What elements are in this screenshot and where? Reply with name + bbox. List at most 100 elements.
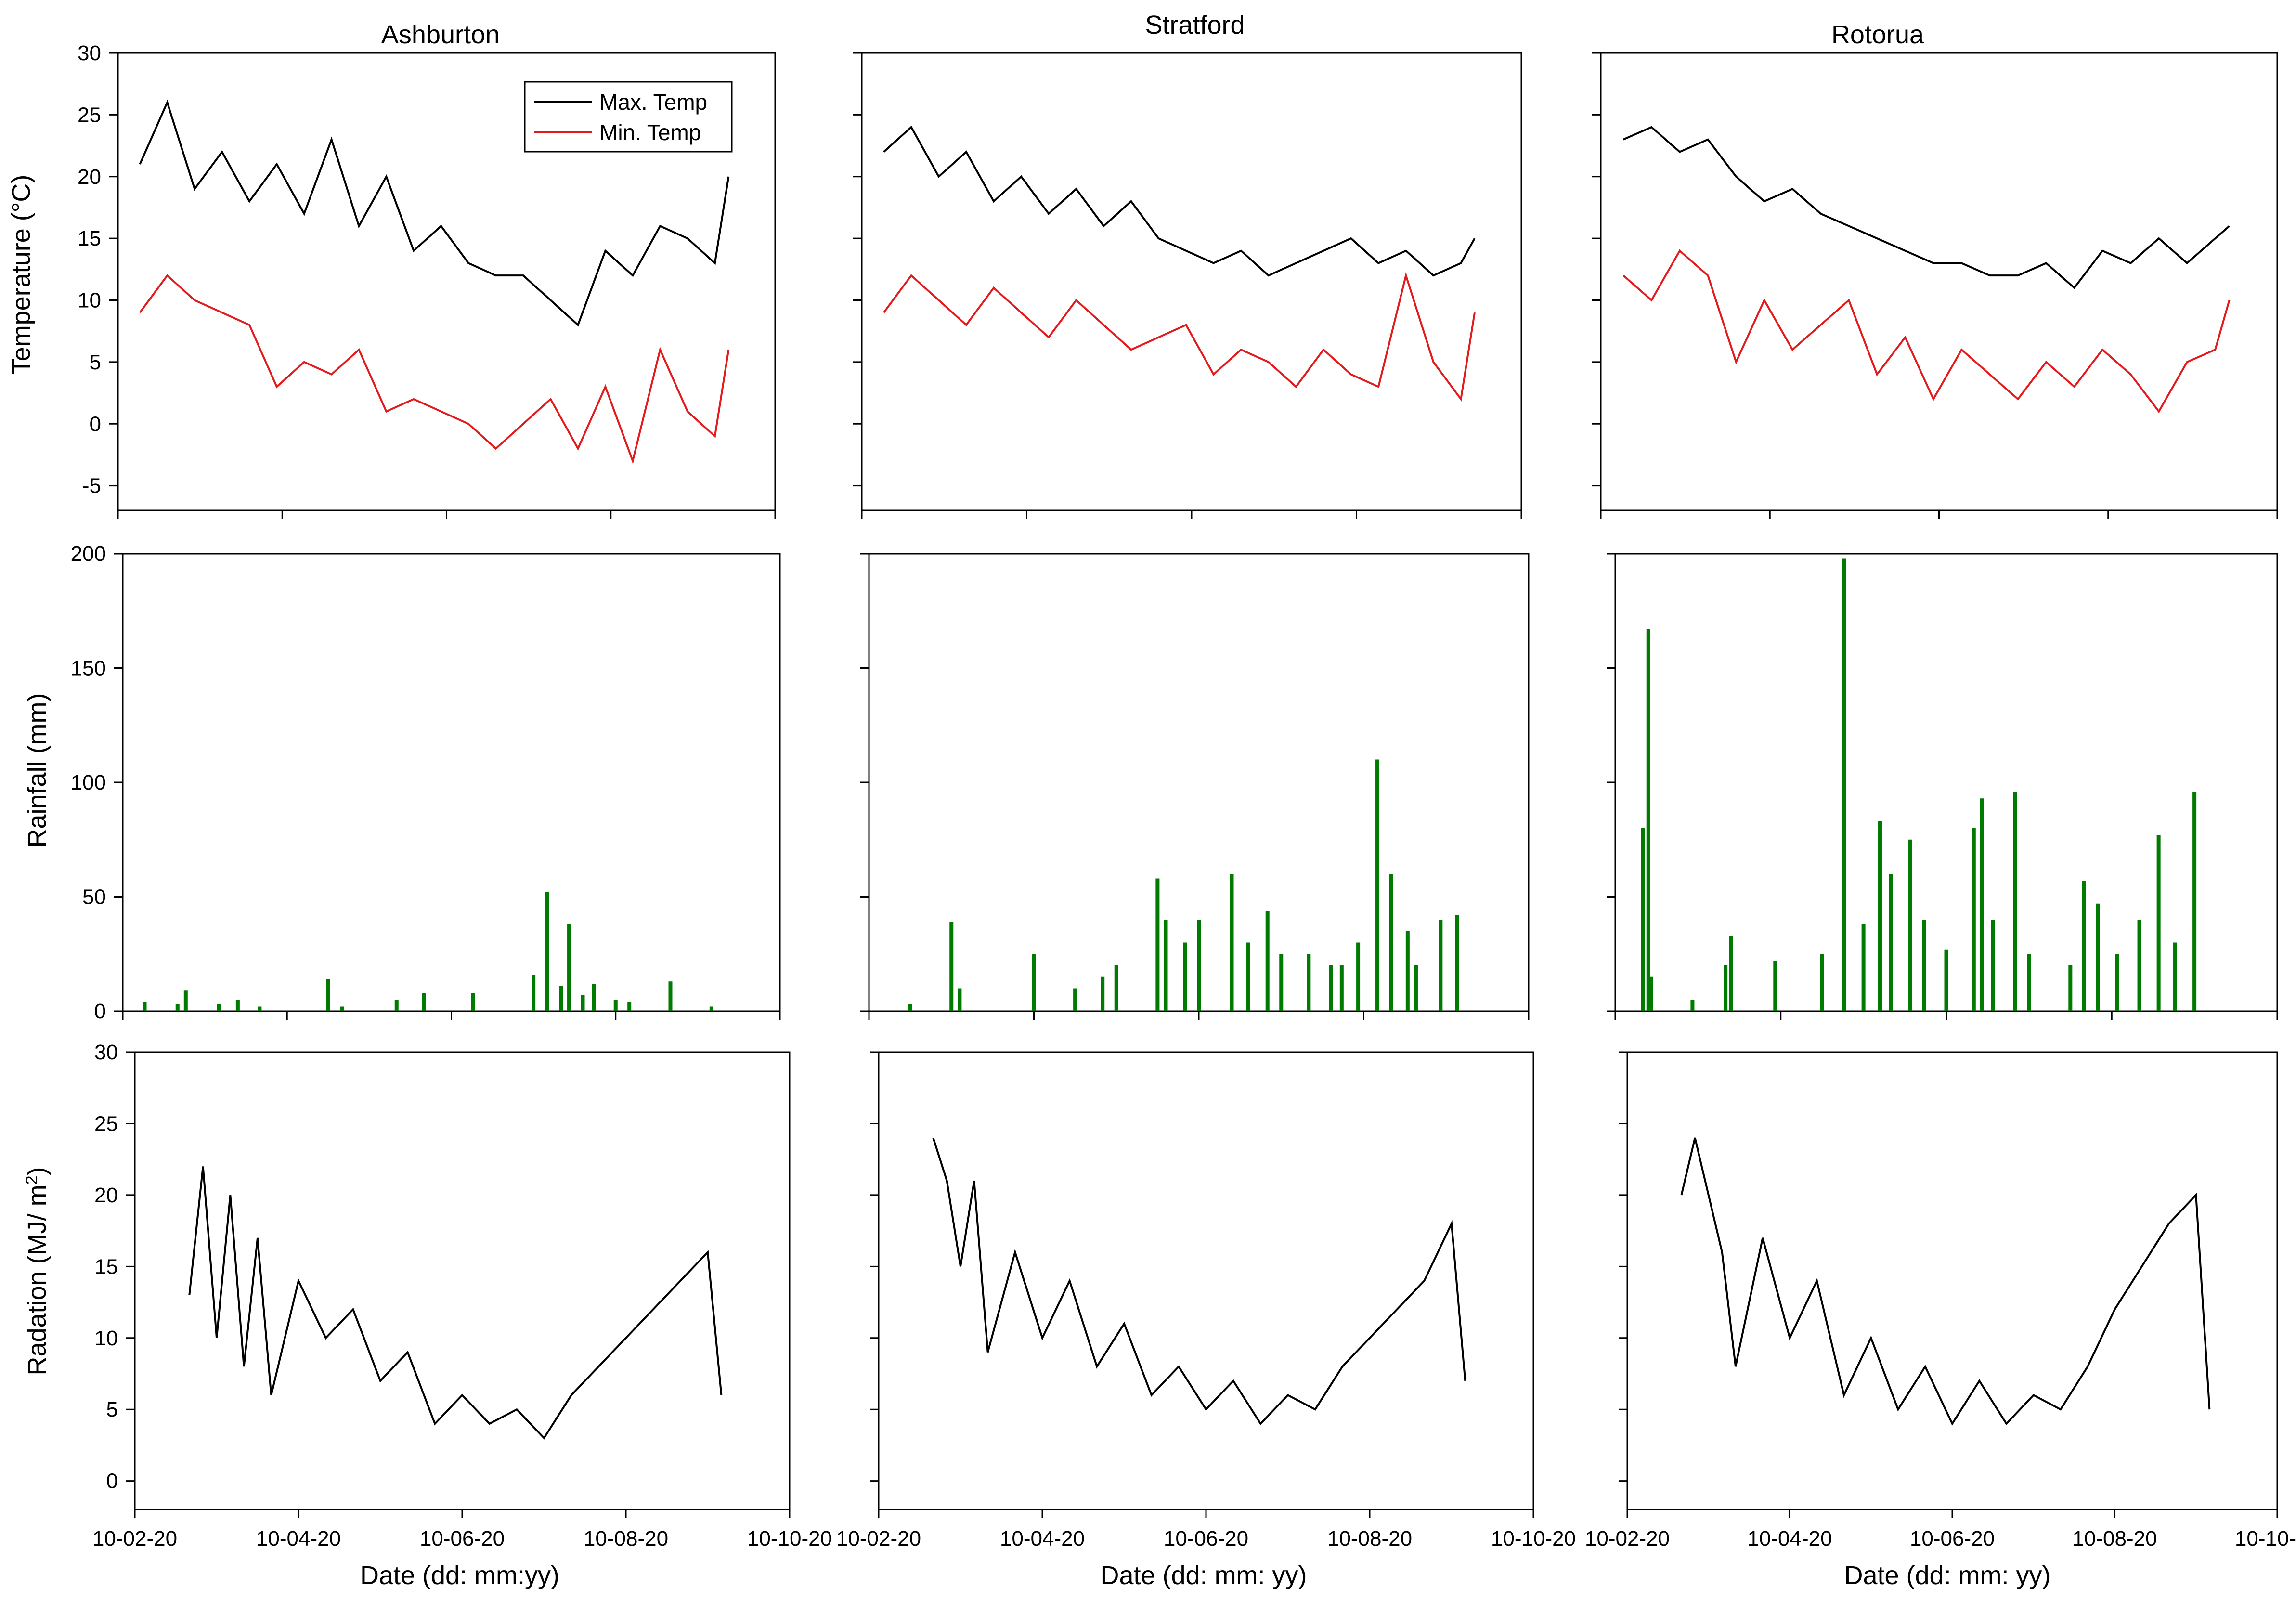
radiation-line [1680,1137,2211,1426]
y-tick-label: 0 [94,1000,106,1023]
rainfall-bar [1279,954,1284,1011]
radiation-line [932,1137,1466,1426]
rainfall-bar [326,979,330,1011]
rainfall-bar [2115,954,2119,1011]
rainfall-bar [1329,965,1333,1011]
rainfall-bar [1641,828,1645,1011]
y-tick-label: 50 [82,885,106,909]
radiation-line [188,1166,723,1440]
legend: Max. Temp Min. Temp [524,81,733,153]
site-title-stratford: Stratford [1145,11,1245,39]
series-line-min-temp [1622,249,2231,414]
rainfall-bar [1073,988,1077,1011]
y-tick-label: 30 [94,1041,118,1064]
plot-frame [1600,52,2278,511]
x-tick-label: 10-04-20 [1000,1527,1085,1550]
x-tick-label: 10-04-20 [1747,1527,1832,1550]
x-tick-label: 10-04-20 [256,1527,341,1550]
y-tick-label: 10 [94,1327,118,1350]
series-line-max-temp [883,125,1476,277]
rainfall-bar [1183,942,1187,1011]
rainfall-bar [532,975,536,1011]
y-tick-label: 20 [78,165,101,189]
y-tick-label: -5 [82,474,101,498]
y-tick-label: 0 [106,1470,118,1493]
temperature-axis-title: Temperature (°C) [7,175,36,375]
x-tick-label: 10-08-20 [1327,1527,1412,1550]
rainfall-axis-title: Rainfall (mm) [23,693,52,847]
rainfall-bar [1991,920,1995,1011]
x-tick-label: 10-06-20 [1164,1527,1248,1550]
panel-radiation-stratford: 10-02-20 10-04-20 10-06-20 10-08-20 10-10-20 [836,1051,1576,1550]
rainfall-bar [1773,961,1777,1011]
y-tick-label: 10 [78,289,101,312]
rainfall-bar [545,892,549,1011]
radiation-axis-title-sup: 2 [23,1175,41,1184]
panel-rainfall-ashburton: 0 50 100 150 200 [71,542,781,1023]
x-tick-label: 10-08-20 [584,1527,668,1550]
rainfall-bar [1197,920,1201,1011]
plot-frame [122,553,781,1012]
series-line-max-temp [1623,126,2230,289]
rainfall-bar [1389,874,1393,1011]
panel-temperature-stratford [853,52,1522,519]
rainfall-bar [1972,828,1976,1011]
y-tick-label: 150 [71,657,106,680]
panel-radiation-rotorua: 10-02-20 10-04-20 10-06-20 10-08-20 10-10-20 [1585,1051,2296,1550]
y-tick-label: 30 [78,41,101,65]
rainfall-bar [1861,924,1866,1011]
rainfall-bar [949,922,954,1011]
x-tick-label: 10-10-20 [2235,1527,2296,1550]
rainfall-bar [1944,949,1948,1011]
rainfall-bar [2192,792,2197,1011]
xaxis-title-ashburton: Date (dd: mm:yy) [360,1561,559,1590]
plot-frame [861,52,1522,511]
panel-temperature-rotorua [1592,52,2278,519]
rainfall-bar [2027,954,2031,1011]
rainfall-bar [613,1000,618,1011]
rainfall-bar [1032,954,1036,1011]
rainfall-bar [627,1002,632,1011]
rainfall-bar [1405,931,1410,1011]
rainfall-bar [2137,920,2141,1011]
y-tick-label: 200 [71,542,106,566]
legend-box [524,81,733,153]
rainfall-bar [1908,839,1913,1011]
rainfall-bar [709,1006,713,1011]
rainfall-bar [1878,821,1882,1011]
rainfall-bar [1980,798,1984,1011]
y-tick-label: 20 [94,1184,118,1207]
y-tick-label: 100 [71,771,106,794]
rainfall-bar [1307,954,1311,1011]
series-line-min-temp [139,274,730,465]
rainfall-bar [2173,942,2178,1011]
rainfall-bar [958,988,962,1011]
x-tick-label: 10-02-20 [836,1527,921,1550]
x-tick-label: 10-10-20 [1491,1527,1576,1550]
rainfall-bar [175,1004,180,1011]
rainfall-bar [235,1000,240,1011]
rainfall-bar [1646,629,1650,1011]
radiation-axis-title-close: ) [23,1167,52,1175]
x-tick-label: 10-02-20 [1585,1527,1670,1550]
plot-frame [134,1051,791,1510]
y-tick-label: 15 [94,1255,118,1278]
plot-frame [1614,553,2278,1012]
y-tick-label: 5 [90,351,101,374]
rainfall-bar [2013,792,2017,1011]
rainfall-bar [143,1002,147,1011]
rainfall-bar [1164,920,1168,1011]
rainfall-bar [1339,965,1344,1011]
x-tick-label: 10-02-20 [92,1527,177,1550]
rainfall-bar [1889,874,1893,1011]
x-tick-label: 10-10-20 [747,1527,832,1550]
rainfall-bar [422,993,426,1011]
radiation-axis-title-main: Radation (MJ/ m [23,1184,52,1375]
series-line-min-temp [883,272,1476,402]
xaxis-title-rotorua: Date (dd: mm: yy) [1844,1561,2050,1590]
plot-frame [878,1051,1534,1510]
y-tick-label: 0 [90,412,101,436]
panel-rainfall-stratford [860,553,1530,1020]
series-line-max-temp [139,100,730,327]
